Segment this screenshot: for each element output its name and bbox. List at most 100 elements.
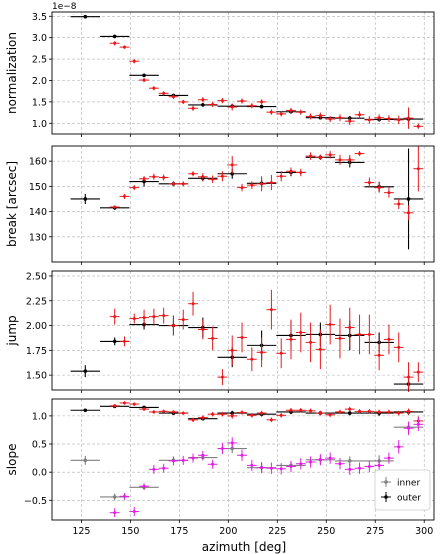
y-tick-label: 2.5	[32, 55, 47, 66]
data-point	[237, 449, 247, 461]
data-point	[335, 318, 345, 359]
axes-frame	[51, 270, 435, 391]
data-point	[325, 116, 336, 123]
data-point	[109, 205, 120, 209]
legend-label: outer	[397, 494, 421, 504]
marker	[260, 182, 264, 186]
data-point	[325, 304, 336, 345]
data-point	[227, 103, 238, 111]
x-tick-label: 150	[121, 526, 139, 537]
marker	[328, 117, 332, 121]
marker	[328, 413, 332, 417]
marker	[318, 458, 322, 462]
data-point	[237, 183, 247, 192]
data-point	[148, 86, 159, 91]
marker	[397, 202, 401, 206]
data-point	[207, 175, 218, 184]
data-point	[325, 151, 336, 159]
data-point	[227, 437, 238, 449]
marker	[309, 340, 313, 344]
data-point	[305, 456, 316, 468]
marker	[122, 339, 126, 343]
series-outer-fine	[109, 146, 424, 221]
data-point	[276, 338, 287, 369]
data-point	[158, 409, 169, 414]
marker	[240, 335, 244, 339]
marker	[142, 177, 146, 181]
marker	[112, 495, 117, 499]
data-point	[295, 408, 306, 413]
marker	[416, 370, 420, 374]
data-point	[119, 492, 130, 500]
marker	[328, 153, 332, 157]
data-point	[246, 103, 257, 109]
marker	[152, 175, 156, 179]
data-point	[305, 152, 316, 160]
data-point	[129, 313, 140, 324]
marker	[113, 511, 117, 515]
marker	[152, 467, 156, 471]
y-axis-label: slope	[5, 444, 19, 476]
data-point	[129, 73, 159, 78]
y-tick-label: 2.50	[26, 271, 47, 282]
data-point	[70, 408, 100, 413]
marker	[397, 345, 401, 349]
data-point	[188, 105, 198, 111]
data-point	[413, 417, 424, 432]
marker	[348, 158, 352, 162]
data-point	[354, 462, 365, 474]
data-point	[188, 417, 198, 423]
marker	[260, 466, 264, 470]
series-outer-fine	[109, 289, 424, 392]
marker	[113, 404, 117, 408]
marker	[142, 179, 146, 184]
marker	[152, 410, 156, 414]
marker	[240, 99, 244, 103]
data-point	[256, 462, 267, 474]
marker	[407, 211, 411, 215]
data-point	[129, 402, 140, 406]
marker	[220, 447, 224, 451]
marker	[358, 332, 362, 336]
data-point	[335, 458, 345, 470]
y-tick-label: 1.50	[26, 371, 47, 382]
data-point	[276, 413, 287, 418]
data-point	[364, 314, 375, 355]
legend-entry: outer	[381, 492, 421, 504]
data-point	[384, 452, 394, 464]
marker	[211, 336, 215, 340]
data-point	[393, 115, 404, 125]
marker	[113, 315, 117, 319]
data-point	[315, 154, 326, 160]
marker	[397, 411, 401, 415]
marker	[328, 456, 332, 460]
data-point	[384, 187, 394, 198]
marker	[230, 348, 234, 352]
plot-area	[52, 271, 434, 390]
marker	[367, 181, 371, 185]
data-point	[315, 410, 326, 416]
marker	[83, 458, 88, 463]
marker	[279, 467, 283, 471]
marker	[299, 462, 303, 466]
marker	[387, 337, 391, 341]
marker	[269, 181, 273, 185]
data-point	[109, 308, 120, 325]
marker	[152, 315, 156, 319]
data-point	[168, 315, 179, 336]
data-point	[217, 369, 228, 386]
marker	[162, 91, 166, 95]
marker	[377, 186, 381, 190]
panels: 1.0 1.5 2.0 2.5 3.0 3.5 normalization 130 140 150…	[5, 11, 435, 537]
marker	[309, 154, 313, 158]
y-tick-label: 1.0	[32, 119, 47, 130]
data-point	[315, 454, 326, 466]
data-point	[139, 176, 149, 182]
marker	[240, 186, 244, 190]
legend-entry: inner	[381, 477, 420, 489]
marker	[269, 308, 273, 312]
axes-frame	[51, 145, 435, 263]
y-tick-label: 1.5	[32, 97, 47, 108]
panel-4: −0.5 0.0 0.5 1.0 slope 125 150 175 200 225 250 275 3…	[5, 398, 435, 537]
